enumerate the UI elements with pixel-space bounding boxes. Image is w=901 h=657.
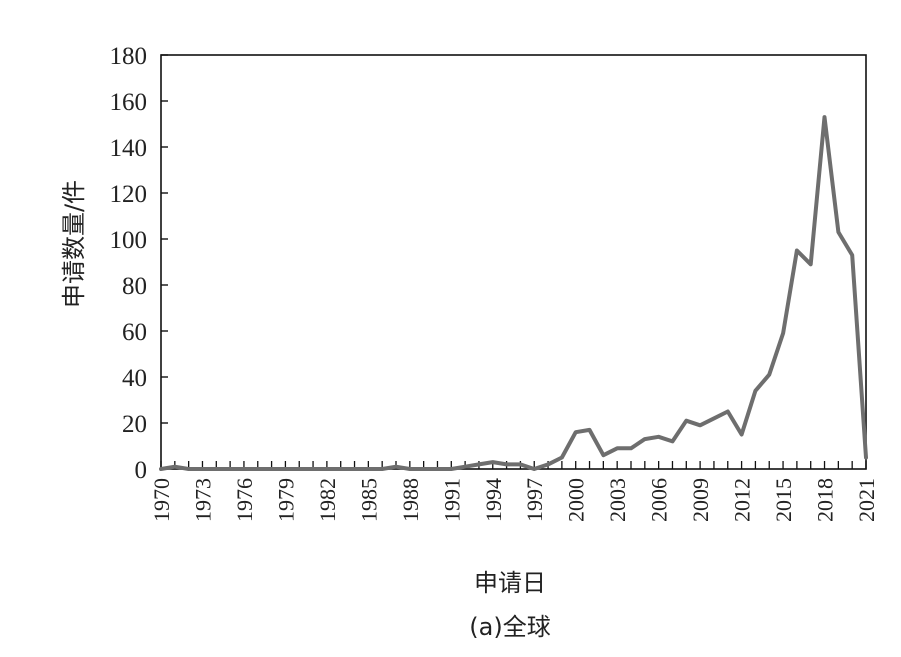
y-tick-label: 40 xyxy=(122,365,147,392)
x-tick-label: 1982 xyxy=(315,478,340,522)
data-point xyxy=(394,465,398,469)
x-tick-label: 2015 xyxy=(771,478,796,522)
data-point xyxy=(560,456,564,459)
y-tick-label: 20 xyxy=(122,411,147,438)
data-point xyxy=(463,465,467,469)
x-tick-label: 2012 xyxy=(730,478,755,522)
series-line xyxy=(159,115,868,471)
data-point xyxy=(366,467,370,471)
figure-caption: (a)全球 xyxy=(469,613,550,641)
x-tick-label: 1976 xyxy=(232,478,257,522)
data-point xyxy=(574,430,578,434)
x-tick-label: 2003 xyxy=(605,478,630,522)
data-point xyxy=(228,467,232,471)
data-point xyxy=(422,467,426,471)
data-point xyxy=(380,467,384,471)
y-tick-label: 140 xyxy=(110,135,148,162)
data-point xyxy=(712,416,716,420)
y-tick-label: 80 xyxy=(122,273,147,300)
data-point xyxy=(670,439,674,443)
data-point xyxy=(256,467,260,471)
x-tick-label: 2018 xyxy=(813,478,838,522)
data-point xyxy=(242,467,246,471)
data-point xyxy=(353,467,357,471)
data-point xyxy=(477,462,481,466)
data-point xyxy=(283,467,287,471)
x-tick-label: 1973 xyxy=(190,478,215,522)
data-points xyxy=(159,115,868,471)
data-point xyxy=(740,433,744,436)
data-point xyxy=(408,467,412,471)
data-point xyxy=(864,456,868,459)
data-point xyxy=(657,435,661,439)
data-point xyxy=(823,115,827,119)
x-tick-label: 2006 xyxy=(647,478,672,522)
x-tick-label: 2021 xyxy=(854,478,879,522)
x-axis-ticks: 1970 1973 1976 1979 1982 1985 1988 1991 1994 1997… xyxy=(149,461,879,522)
data-point xyxy=(836,230,840,234)
data-point xyxy=(200,467,204,471)
data-point xyxy=(629,446,633,450)
data-point xyxy=(532,467,536,471)
data-point xyxy=(643,437,647,441)
data-point xyxy=(214,467,218,471)
y-tick-label: 180 xyxy=(110,43,148,70)
y-axis-ticks: 0 20 40 60 80 100 120 140 160 180 xyxy=(110,43,168,484)
x-tick-label: 1988 xyxy=(398,478,423,522)
x-tick-label: 1991 xyxy=(439,478,464,522)
data-point xyxy=(270,467,274,471)
data-point xyxy=(546,462,550,466)
data-point xyxy=(187,467,191,471)
y-tick-label: 60 xyxy=(122,319,147,346)
data-point xyxy=(781,331,785,335)
data-point xyxy=(767,373,771,377)
data-point xyxy=(601,453,605,457)
data-point xyxy=(684,419,688,423)
x-tick-label: 1997 xyxy=(522,478,547,522)
y-axis-title: 申请数量/件 xyxy=(60,180,88,308)
data-point xyxy=(698,423,702,427)
data-point xyxy=(518,462,522,466)
y-tick-label: 0 xyxy=(135,457,148,484)
data-point xyxy=(449,467,453,471)
data-point xyxy=(491,460,495,464)
x-axis-title: 申请日 xyxy=(474,569,546,597)
data-point xyxy=(726,410,730,413)
data-point xyxy=(588,428,592,432)
y-tick-label: 120 xyxy=(110,181,148,208)
data-point xyxy=(850,253,854,257)
x-tick-label: 2000 xyxy=(564,478,589,522)
data-point xyxy=(809,262,813,266)
x-tick-label: 2009 xyxy=(688,478,713,522)
x-tick-label: 1985 xyxy=(356,478,381,522)
data-point xyxy=(753,389,757,393)
x-tick-label: 1979 xyxy=(273,478,298,522)
data-point xyxy=(325,467,329,471)
y-tick-label: 100 xyxy=(110,227,148,254)
data-point xyxy=(339,467,343,471)
x-tick-label: 1970 xyxy=(149,478,174,522)
data-point xyxy=(795,249,799,252)
x-tick-label: 1994 xyxy=(481,478,506,522)
data-point xyxy=(435,467,439,471)
data-point xyxy=(311,467,315,471)
data-point xyxy=(615,446,619,450)
data-point xyxy=(159,467,163,471)
data-point xyxy=(173,465,177,469)
y-tick-label: 160 xyxy=(110,89,148,116)
data-point xyxy=(297,467,301,471)
plot-area-frame xyxy=(160,54,867,470)
data-point xyxy=(505,462,509,466)
